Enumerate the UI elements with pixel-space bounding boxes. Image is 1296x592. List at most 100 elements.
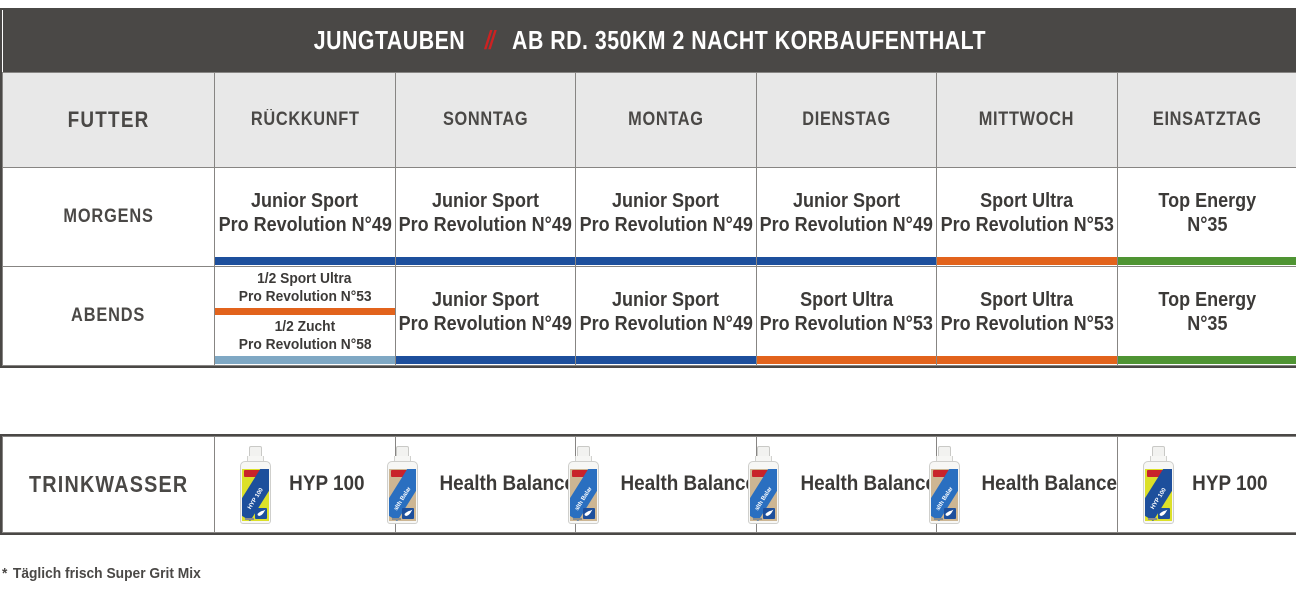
column-header-label: EINSATZTAG [1152,108,1262,130]
bottle-label: HYP 100 [242,468,270,521]
feed-entry: Junior Sport Pro Revolution N°49 [215,168,395,257]
feed-entry: Junior Sport Pro Revolution N°49 [576,267,756,356]
cell-color-bar [937,257,1117,265]
column-header-sonntag: SONNTAG [394,71,576,168]
water-product-name: Health Balance [981,472,1118,496]
footnote-marker: * [2,565,8,582]
feed-product-code: Pro Revolution N°49 [759,213,933,236]
water-product-name: Health Balance [620,472,757,496]
bottle-neck [755,455,773,464]
feed-product-code: Pro Revolution N°53 [940,213,1114,236]
row-label-abends: ABENDS [2,265,215,366]
feed-entry: Top Energy N°35 [1118,168,1296,257]
cell-abends-sonntag: Junior Sport Pro Revolution N°49 [394,265,576,366]
feed-entry-top: 1/2 Sport Ultra Pro Revolution N°53 [215,267,395,308]
dove-icon [255,507,268,519]
feed-product-name: Junior Sport [431,288,539,311]
table-title-bar: JUNGTAUBEN // AB RD. 350KM 2 NACHT KORBA… [2,10,1296,72]
bottle-label: Health Balance [750,468,778,521]
feed-entry: Junior Sport Pro Revolution N°49 [396,168,576,257]
bottle-body: Health Balance [387,460,419,524]
feeding-plan-table-container: JUNGTAUBEN // AB RD. 350KM 2 NACHT KORBA… [0,8,1296,368]
label-footer-line [572,517,582,520]
footnote-text: Täglich frisch Super Grit Mix [12,565,201,582]
bottle-label: HYP 100 [1144,468,1172,521]
bottle-label: Health Balance [389,468,417,521]
column-header-mittwoch: MITTWOCH [936,71,1118,168]
dove-icon [763,507,776,519]
cell-abends-rueckkunft: 1/2 Sport Ultra Pro Revolution N°53 1/2 … [214,265,396,366]
column-header-einsatztag: EINSATZTAG [1116,71,1296,168]
feed-product-name: Sport Ultra [980,189,1074,212]
feed-product-code: Pro Revolution N°49 [579,213,753,236]
bottle-body: HYP 100 [240,460,272,524]
label-footer-line [245,517,255,520]
feed-product-name: Sport Ultra [980,288,1074,311]
cell-color-bar [756,356,936,364]
cell-trinkwasser-mittwoch: Health Balance Health Balance [928,436,1118,533]
cell-color-bar [937,356,1117,364]
column-header-row: FUTTER RÜCKKUNFT SONNTAG MONTAG DIENSTAG… [2,71,1296,168]
label-footer-line [753,517,763,520]
column-header-label: FUTTER [67,106,150,132]
column-header-label: SONNTAG [442,108,528,130]
cell-color-bar [395,356,575,364]
cell-abends-dienstag: Sport Ultra Pro Revolution N°53 [755,265,937,366]
column-header-montag: MONTAG [575,71,757,168]
brand-logo-icon [244,469,267,477]
feeding-plan-table: JUNGTAUBEN // AB RD. 350KM 2 NACHT KORBA… [2,10,1296,366]
feed-product-code: Pro Revolution N°49 [218,213,392,236]
brand-logo-icon [1146,469,1169,477]
feed-entry: Junior Sport Pro Revolution N°49 [396,267,576,356]
bottle-label: Health Balance [930,468,958,521]
footnote: * Täglich frisch Super Grit Mix [2,565,201,582]
bottle-body: Health Balance [567,460,599,524]
hyp-100-bottle-icon: HYP 100 [1142,445,1174,524]
dove-icon [1157,507,1170,519]
cell-abends-mittwoch: Sport Ultra Pro Revolution N°53 [936,265,1118,366]
dove-icon [402,507,415,519]
row-label-text: MORGENS [63,205,154,227]
feed-entry: Sport Ultra Pro Revolution N°53 [937,267,1117,356]
cell-trinkwasser-einsatztag: HYP 100 HYP 100 [1116,436,1296,533]
feed-product-code: Pro Revolution N°53 [238,287,372,305]
cell-color-bar [215,257,395,265]
bottle-body: Health Balance [748,460,780,524]
feed-product-code: Pro Revolution N°49 [398,213,572,236]
health-balance-bottle-icon: Health Balance [567,445,599,524]
feed-product-name: 1/2 Sport Ultra [257,269,352,287]
cell-morgens-einsatztag: Top Energy N°35 [1116,166,1296,267]
cell-morgens-rueckkunft: Junior Sport Pro Revolution N°49 [214,166,396,267]
cell-color-bar [1117,257,1296,265]
dove-icon [943,507,956,519]
feed-entry: Junior Sport Pro Revolution N°49 [757,168,937,257]
feed-product-name: Top Energy [1158,288,1257,311]
row-label-morgens: MORGENS [2,166,215,267]
feed-product-name: Junior Sport [792,189,900,212]
bottle-neck [935,455,953,464]
cell-color-bar [756,257,936,265]
feed-product-code: N°35 [1187,213,1228,236]
feed-product-name: 1/2 Zucht [274,317,336,335]
column-header-rueckkunft: RÜCKKUNFT [214,71,396,168]
water-product-name: HYP 100 [289,472,365,496]
feed-product-name: Junior Sport [612,189,720,212]
water-product-name: HYP 100 [1192,472,1268,496]
cell-abends-montag: Junior Sport Pro Revolution N°49 [575,265,757,366]
label-footer-line [933,517,943,520]
cell-trinkwasser-sonntag: Health Balance Health Balance [387,436,576,533]
bottle-neck [574,455,592,464]
feed-product-code: Pro Revolution N°58 [238,335,372,353]
feed-product-name: Top Energy [1158,189,1257,212]
feed-entry: Top Energy N°35 [1118,267,1296,356]
title-separator: // [484,25,495,56]
feed-product-code: Pro Revolution N°49 [398,312,572,335]
cell-morgens-dienstag: Junior Sport Pro Revolution N°49 [755,166,937,267]
title-right: AB RD. 350KM 2 NACHT KORBAUFENTHALT [512,25,987,56]
feed-product-name: Junior Sport [612,288,720,311]
feed-product-code: Pro Revolution N°53 [940,312,1114,335]
feed-product-code: Pro Revolution N°49 [579,312,753,335]
bottle-body: HYP 100 [1142,460,1174,524]
bottle-neck [394,455,412,464]
